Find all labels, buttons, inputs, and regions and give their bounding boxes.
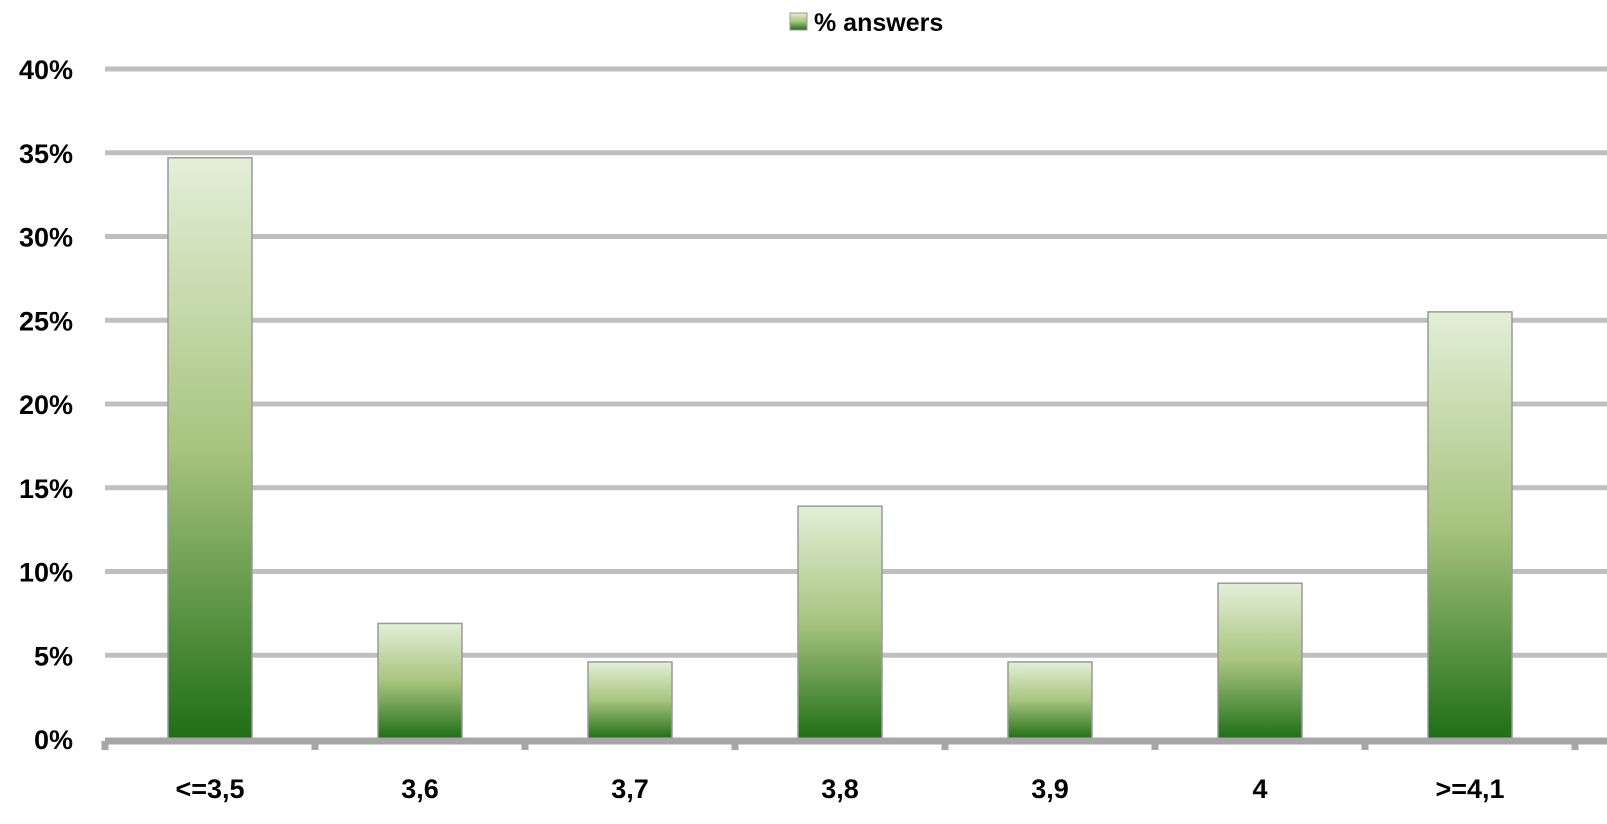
x-tick-label: <=3,5: [175, 774, 244, 804]
legend-label: % answers: [814, 9, 943, 37]
x-tick-label: 3,9: [1031, 774, 1069, 804]
y-tick-label: 20%: [19, 390, 73, 420]
bar-6: [1217, 582, 1303, 740]
y-tick-label: 0%: [34, 725, 73, 755]
y-tick-label: 5%: [34, 641, 73, 671]
y-tick-label: 30%: [19, 223, 73, 253]
y-tick-label: 25%: [19, 306, 73, 336]
x-tick-label: 3,8: [821, 774, 859, 804]
bar-1: [167, 157, 253, 740]
bars: [167, 157, 1513, 740]
x-axis-tick-labels: <=3,5 3,6 3,7 3,8 3,9 4 >=4,1: [175, 774, 1504, 804]
bar-7: [1427, 311, 1513, 740]
y-axis-tick-labels: 0% 5% 10% 15% 20% 25% 30% 35% 40%: [19, 55, 73, 755]
x-axis: [101, 737, 1607, 750]
y-tick-label: 15%: [19, 474, 73, 504]
x-tick-label: 3,6: [401, 774, 439, 804]
bar-2: [377, 622, 463, 740]
y-tick-label: 10%: [19, 558, 73, 588]
y-tick-label: 35%: [19, 139, 73, 169]
bar-4: [797, 505, 883, 740]
bar-5: [1007, 661, 1093, 740]
x-tick-label: >=4,1: [1435, 774, 1504, 804]
legend: % answers: [789, 9, 943, 37]
legend-swatch: [789, 12, 808, 31]
x-tick-label: 4: [1252, 774, 1267, 804]
gridlines: [105, 66, 1607, 658]
y-tick-label: 40%: [19, 55, 73, 85]
bar-3: [587, 661, 673, 740]
x-tick-label: 3,7: [611, 774, 649, 804]
